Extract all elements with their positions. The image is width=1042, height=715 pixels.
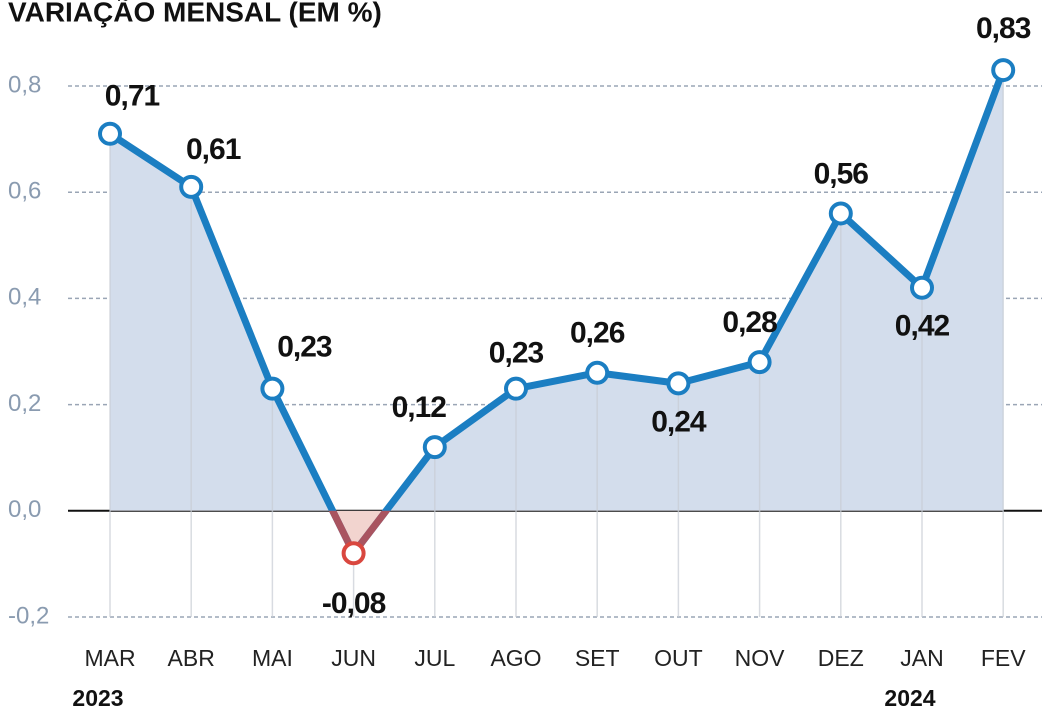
x-tick-label: FEV <box>981 645 1026 671</box>
point <box>98 121 122 146</box>
x-tick-label: NOV <box>735 645 786 671</box>
y-tick-label: 0,6 <box>8 178 41 205</box>
x-tick-label: MAR <box>84 645 135 671</box>
x-tick-label: OUT <box>654 645 703 671</box>
data-label: 0,12 <box>392 391 447 424</box>
point <box>422 435 447 460</box>
point <box>910 275 934 300</box>
x-tick-label: AGO <box>490 645 541 671</box>
y-tick-label: -0,2 <box>8 602 49 629</box>
point <box>504 376 528 401</box>
data-label: 0,23 <box>489 337 544 370</box>
data-label: 0,26 <box>570 317 625 350</box>
point <box>179 174 204 199</box>
x-tick-label: SET <box>575 645 620 671</box>
x-tick-label: DEZ <box>818 645 864 671</box>
area-positive <box>110 70 1004 511</box>
point <box>666 371 691 396</box>
data-label: 0,42 <box>895 310 950 343</box>
x-tick-label: MAI <box>252 645 293 671</box>
x-tick-label: ABR <box>168 645 215 671</box>
year-label: 2024 <box>884 685 935 711</box>
year-label: 2023 <box>72 685 123 711</box>
y-tick-label: 0,0 <box>8 496 41 523</box>
y-tick-label: 0,8 <box>8 71 41 98</box>
data-label: -0,08 <box>322 587 386 620</box>
data-label: 0,24 <box>651 405 707 438</box>
data-label: 0,23 <box>277 331 332 364</box>
chart-title: VARIAÇÃO MENSAL (EM %) <box>8 0 382 27</box>
y-tick-label: 0,2 <box>8 390 41 417</box>
point <box>991 58 1016 83</box>
data-label: 0,83 <box>976 12 1031 45</box>
x-tick-label: JAN <box>900 645 943 671</box>
point <box>828 201 853 226</box>
x-tick-label: JUN <box>331 645 376 671</box>
data-label: 0,56 <box>814 157 869 190</box>
data-label: 0,28 <box>722 306 777 339</box>
point <box>585 360 610 385</box>
x-tick-label: JUL <box>414 645 455 671</box>
data-label: 0,71 <box>105 80 160 113</box>
line <box>108 68 1007 557</box>
data-label: 0,61 <box>186 133 241 166</box>
point <box>747 350 772 375</box>
point <box>260 376 285 401</box>
point <box>341 541 366 566</box>
y-tick-label: 0,4 <box>8 284 41 311</box>
